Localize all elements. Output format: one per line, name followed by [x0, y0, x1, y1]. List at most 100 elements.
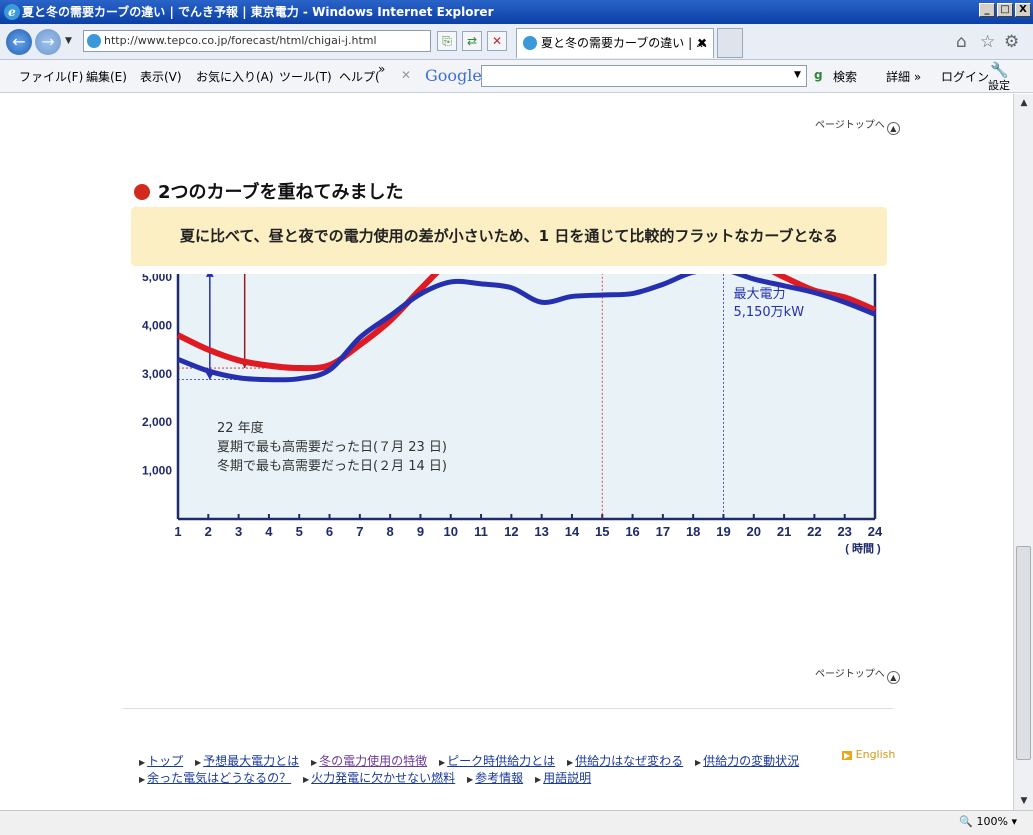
page-top-label-bottom: ページトップへ [815, 669, 885, 680]
english-link[interactable]: ▶ English [842, 748, 895, 761]
red-dot-icon [134, 184, 150, 200]
plot-background [178, 274, 875, 519]
menu-edit[interactable]: 編集(E) [86, 70, 127, 84]
menu-tools[interactable]: ツール(T) [279, 70, 332, 84]
y-tick-label: 2,000 [142, 415, 172, 429]
menu-bar: ファイル(F) 編集(E) 表示(V) お気に入り(A) ツール(T) ヘルプ(… [0, 60, 1033, 93]
menu-more-chevron[interactable]: » [378, 62, 386, 76]
vertical-scrollbar[interactable]: ▲ ▼ [1013, 94, 1033, 810]
tab-close-icon[interactable]: ✖ [696, 36, 707, 50]
menu-view[interactable]: 表示(V) [140, 70, 182, 84]
english-arrow-icon: ▶ [842, 751, 853, 760]
up-arrow-icon: ▲ [886, 122, 900, 135]
history-dropdown-icon[interactable]: ▼ [65, 36, 72, 46]
footer-link-fuel[interactable]: 火力発電に欠かせない燃料 [311, 771, 456, 785]
settings-label[interactable]: 設定 [988, 79, 1010, 92]
x-tick-label: 14 [565, 524, 580, 539]
winter-peak-title: 最大電力 [733, 287, 785, 302]
note-line-0: 22 年度 [217, 420, 264, 436]
footer-divider [123, 708, 893, 709]
x-tick-label: 17 [656, 524, 670, 539]
footer-links-row-1: ▶ トップ ▶ 予想最大電力とは ▶ 冬の電力使用の特徴 ▶ ピーク時供給力とは ▶ 供給… [139, 754, 800, 768]
x-tick-label: 24 [868, 524, 883, 539]
tab-active[interactable]: 夏と冬の需要カーブの違い | ... ✖ [516, 28, 714, 58]
url-input[interactable]: http://www.tepco.co.jp/forecast/html/chi… [83, 30, 431, 52]
footer-link-reference[interactable]: 参考情報 [475, 771, 524, 785]
zoom-control[interactable]: 🔍 100% ▾ [959, 815, 1017, 828]
up-arrow-icon: ▲ [886, 671, 900, 684]
favorites-star-icon[interactable]: ☆ [980, 32, 996, 52]
scroll-down-icon[interactable]: ▼ [1020, 796, 1028, 806]
home-icon[interactable]: ⌂ [956, 32, 967, 52]
footer-link-supply-status[interactable]: 供給力の変動状況 [703, 754, 800, 768]
x-tick-label: 6 [326, 524, 333, 539]
y-tick-label: 5,000 [142, 274, 172, 284]
x-tick-label: 1 [174, 524, 181, 539]
details-button[interactable]: 詳細 » [886, 70, 922, 84]
x-tick-label: 2 [205, 524, 212, 539]
section-heading: 2つのカーブを重ねてみました [134, 178, 403, 204]
google-g-icon: g [814, 68, 823, 82]
forward-icon[interactable]: → [35, 29, 61, 55]
y-tick-label: 1,000 [142, 464, 172, 478]
footer-link-surplus[interactable]: 余った電気はどうなるの？ [147, 771, 292, 785]
x-tick-label: 12 [504, 524, 518, 539]
x-tick-label: 9 [417, 524, 424, 539]
y-tick-label: 3,000 [142, 367, 172, 381]
summary-callout: 夏に比べて、昼と夜での電力使用の差が小さいため、1 日を通じて比較的フラットなカ… [131, 207, 887, 266]
x-tick-label: 18 [686, 524, 700, 539]
x-tick-label: 4 [265, 524, 273, 539]
maximize-button[interactable]: □ [997, 3, 1013, 17]
footer-links-row-2: ▶ 余った電気はどうなるの？ ▶ 火力発電に欠かせない燃料 ▶ 参考情報 ▶ 用語説明 [139, 771, 592, 785]
x-tick-label: 8 [387, 524, 394, 539]
x-tick-label: 19 [716, 524, 730, 539]
minimize-button[interactable]: _ [979, 3, 995, 17]
login-button[interactable]: ログイン [941, 70, 990, 84]
page-content: ページトップへ ▲ 2つのカーブを重ねてみました 夏に比べて、昼と夜での電力使用の… [0, 94, 1013, 810]
stop-icon[interactable]: ✕ [487, 31, 507, 51]
x-tick-label: 16 [625, 524, 639, 539]
footer-link-supply-change[interactable]: 供給力はなぜ変わる [575, 754, 684, 768]
status-bar: 🔍 100% ▾ [0, 810, 1033, 835]
menu-favorites[interactable]: お気に入り(A) [196, 70, 274, 84]
footer-link-glossary[interactable]: 用語説明 [543, 771, 592, 785]
google-toolbar-close-icon[interactable]: ✕ [401, 68, 412, 82]
tools-gear-icon[interactable]: ⚙ [1004, 32, 1020, 52]
menu-help[interactable]: ヘルプ( [339, 70, 380, 84]
footer-link-forecast[interactable]: 予想最大電力とは [203, 754, 300, 768]
site-favicon-icon [87, 34, 101, 48]
search-dropdown-icon[interactable]: ▼ [794, 70, 801, 80]
compat-view-icon[interactable]: ⎘ [437, 31, 457, 51]
series-line-summer [176, 274, 877, 372]
window-titlebar: e 夏と冬の需要カーブの違い | でんき予報 | 東京電力 - Windows … [0, 0, 1033, 24]
menu-file[interactable]: ファイル(F) [19, 70, 84, 84]
close-button[interactable]: X [1015, 3, 1031, 17]
google-search-button[interactable]: 検索 [833, 70, 858, 84]
back-icon[interactable]: ← [6, 29, 32, 55]
scroll-up-icon[interactable]: ▲ [1020, 98, 1028, 108]
settings-wrench-icon[interactable]: 🔧 [990, 61, 1009, 79]
x-tick-label: 21 [777, 524, 791, 539]
english-label: English [855, 748, 896, 761]
refresh-icon[interactable]: ⇄ [462, 31, 482, 51]
page-top-link[interactable]: ページトップへ ▲ [815, 116, 900, 135]
ie-logo-icon: e [4, 4, 20, 20]
new-tab-button[interactable] [717, 28, 743, 58]
x-tick-label: 22 [807, 524, 821, 539]
url-text: http://www.tepco.co.jp/forecast/html/chi… [104, 34, 377, 47]
google-search-input[interactable] [481, 65, 807, 87]
heading-text: 2つのカーブを重ねてみました [158, 182, 404, 203]
footer-link-peak[interactable]: ピーク時供給力とは [447, 754, 556, 768]
series-line-winter [177, 274, 876, 383]
tab-title: 夏と冬の需要カーブの違い | ... [541, 36, 708, 50]
note-line-2: 冬期で最も高需要だった日(２月 14 日) [217, 458, 447, 474]
footer-link-top[interactable]: トップ [147, 754, 184, 768]
x-tick-label: 23 [837, 524, 851, 539]
x-axis-label: ( 時間 ) [845, 541, 881, 555]
scroll-thumb[interactable] [1016, 546, 1031, 760]
footer-link-winter[interactable]: 冬の電力使用の特徴 [319, 754, 428, 768]
y-tick-label: 4,000 [142, 318, 172, 332]
x-tick-label: 15 [595, 524, 609, 539]
page-top-link-bottom[interactable]: ページトップへ ▲ [815, 665, 900, 684]
